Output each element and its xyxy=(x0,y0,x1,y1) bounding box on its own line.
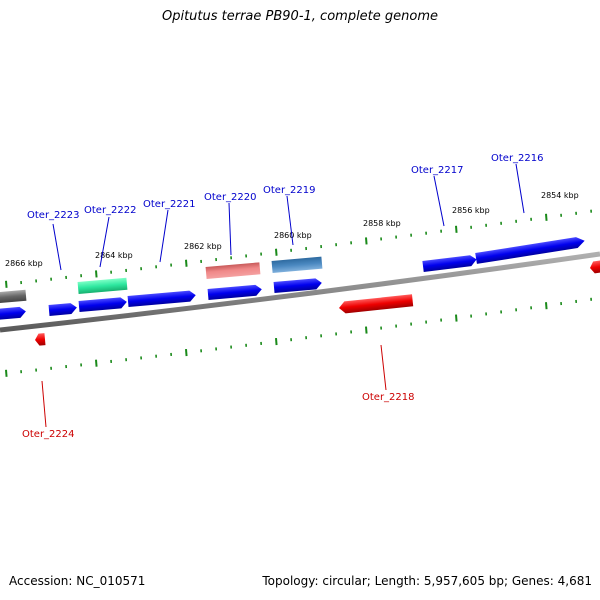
scale-label: 2858 kbp xyxy=(363,219,401,228)
gene-feature[interactable] xyxy=(0,289,27,304)
gene-label[interactable]: Oter_2219 xyxy=(263,185,316,196)
gene-label[interactable]: Oter_2221 xyxy=(143,199,196,210)
gene-feature[interactable] xyxy=(34,333,46,346)
gene-label[interactable]: Oter_2224 xyxy=(22,429,75,440)
tick-mark xyxy=(5,280,8,288)
scale-label: 2866 kbp xyxy=(5,259,43,268)
genome-backbone xyxy=(0,251,600,333)
gene-feature[interactable] xyxy=(475,236,585,264)
gene-feature[interactable] xyxy=(77,277,128,294)
gene-labels: Oter_2223 Oter_2222 Oter_2221 Oter_2220 … xyxy=(22,153,544,440)
gene-feature[interactable] xyxy=(273,278,323,293)
gene-label[interactable]: Oter_2217 xyxy=(411,165,464,176)
reverse-genes xyxy=(34,260,600,346)
genome-summary-text: Topology: circular; Length: 5,957,605 bp… xyxy=(262,574,592,588)
tick-mark xyxy=(95,270,98,278)
gene-label[interactable]: Oter_2223 xyxy=(27,210,80,221)
tick-mark xyxy=(275,337,278,346)
gene-label[interactable]: Oter_2222 xyxy=(84,205,137,216)
tick-mark xyxy=(5,369,8,377)
scale-label: 2864 kbp xyxy=(95,251,133,260)
gene-feature[interactable] xyxy=(422,254,477,272)
gene-feature[interactable] xyxy=(205,262,261,279)
tick-mark xyxy=(545,213,548,221)
tick-mark xyxy=(95,359,98,367)
tick-mark xyxy=(365,237,368,245)
outer-tick-marks xyxy=(5,209,593,288)
gene-feature[interactable] xyxy=(127,290,197,307)
gene-feature[interactable] xyxy=(207,284,263,300)
map-title: Opitutus terrae PB90-1, complete genome xyxy=(161,9,439,24)
gene-feature[interactable] xyxy=(338,294,414,314)
tick-mark xyxy=(275,248,278,256)
tick-mark xyxy=(455,225,458,233)
tick-mark xyxy=(185,348,188,357)
gene-feature[interactable] xyxy=(589,260,600,274)
forward-genes xyxy=(0,236,585,320)
gene-label[interactable]: Oter_2218 xyxy=(362,392,415,403)
tick-mark xyxy=(545,302,548,310)
tick-mark xyxy=(185,259,188,267)
label-leader-lines xyxy=(41,163,525,428)
scale-labels: 2866 kbp 2864 kbp 2862 kbp 2860 kbp 2858… xyxy=(5,191,579,268)
scale-label: 2856 kbp xyxy=(452,206,490,215)
tick-mark xyxy=(455,314,458,322)
gene-feature[interactable] xyxy=(271,256,323,273)
tick-mark xyxy=(365,326,368,334)
scale-label: 2862 kbp xyxy=(184,242,222,251)
gene-label[interactable]: Oter_2220 xyxy=(204,192,257,203)
gene-feature[interactable] xyxy=(78,297,128,312)
scale-label: 2854 kbp xyxy=(541,191,579,200)
gene-feature[interactable] xyxy=(0,306,26,320)
accession-text: Accession: NC_010571 xyxy=(9,574,146,588)
gene-label[interactable]: Oter_2216 xyxy=(491,153,544,164)
inner-tick-marks xyxy=(5,297,593,377)
scale-label: 2860 kbp xyxy=(274,231,312,240)
gene-feature[interactable] xyxy=(48,303,78,316)
